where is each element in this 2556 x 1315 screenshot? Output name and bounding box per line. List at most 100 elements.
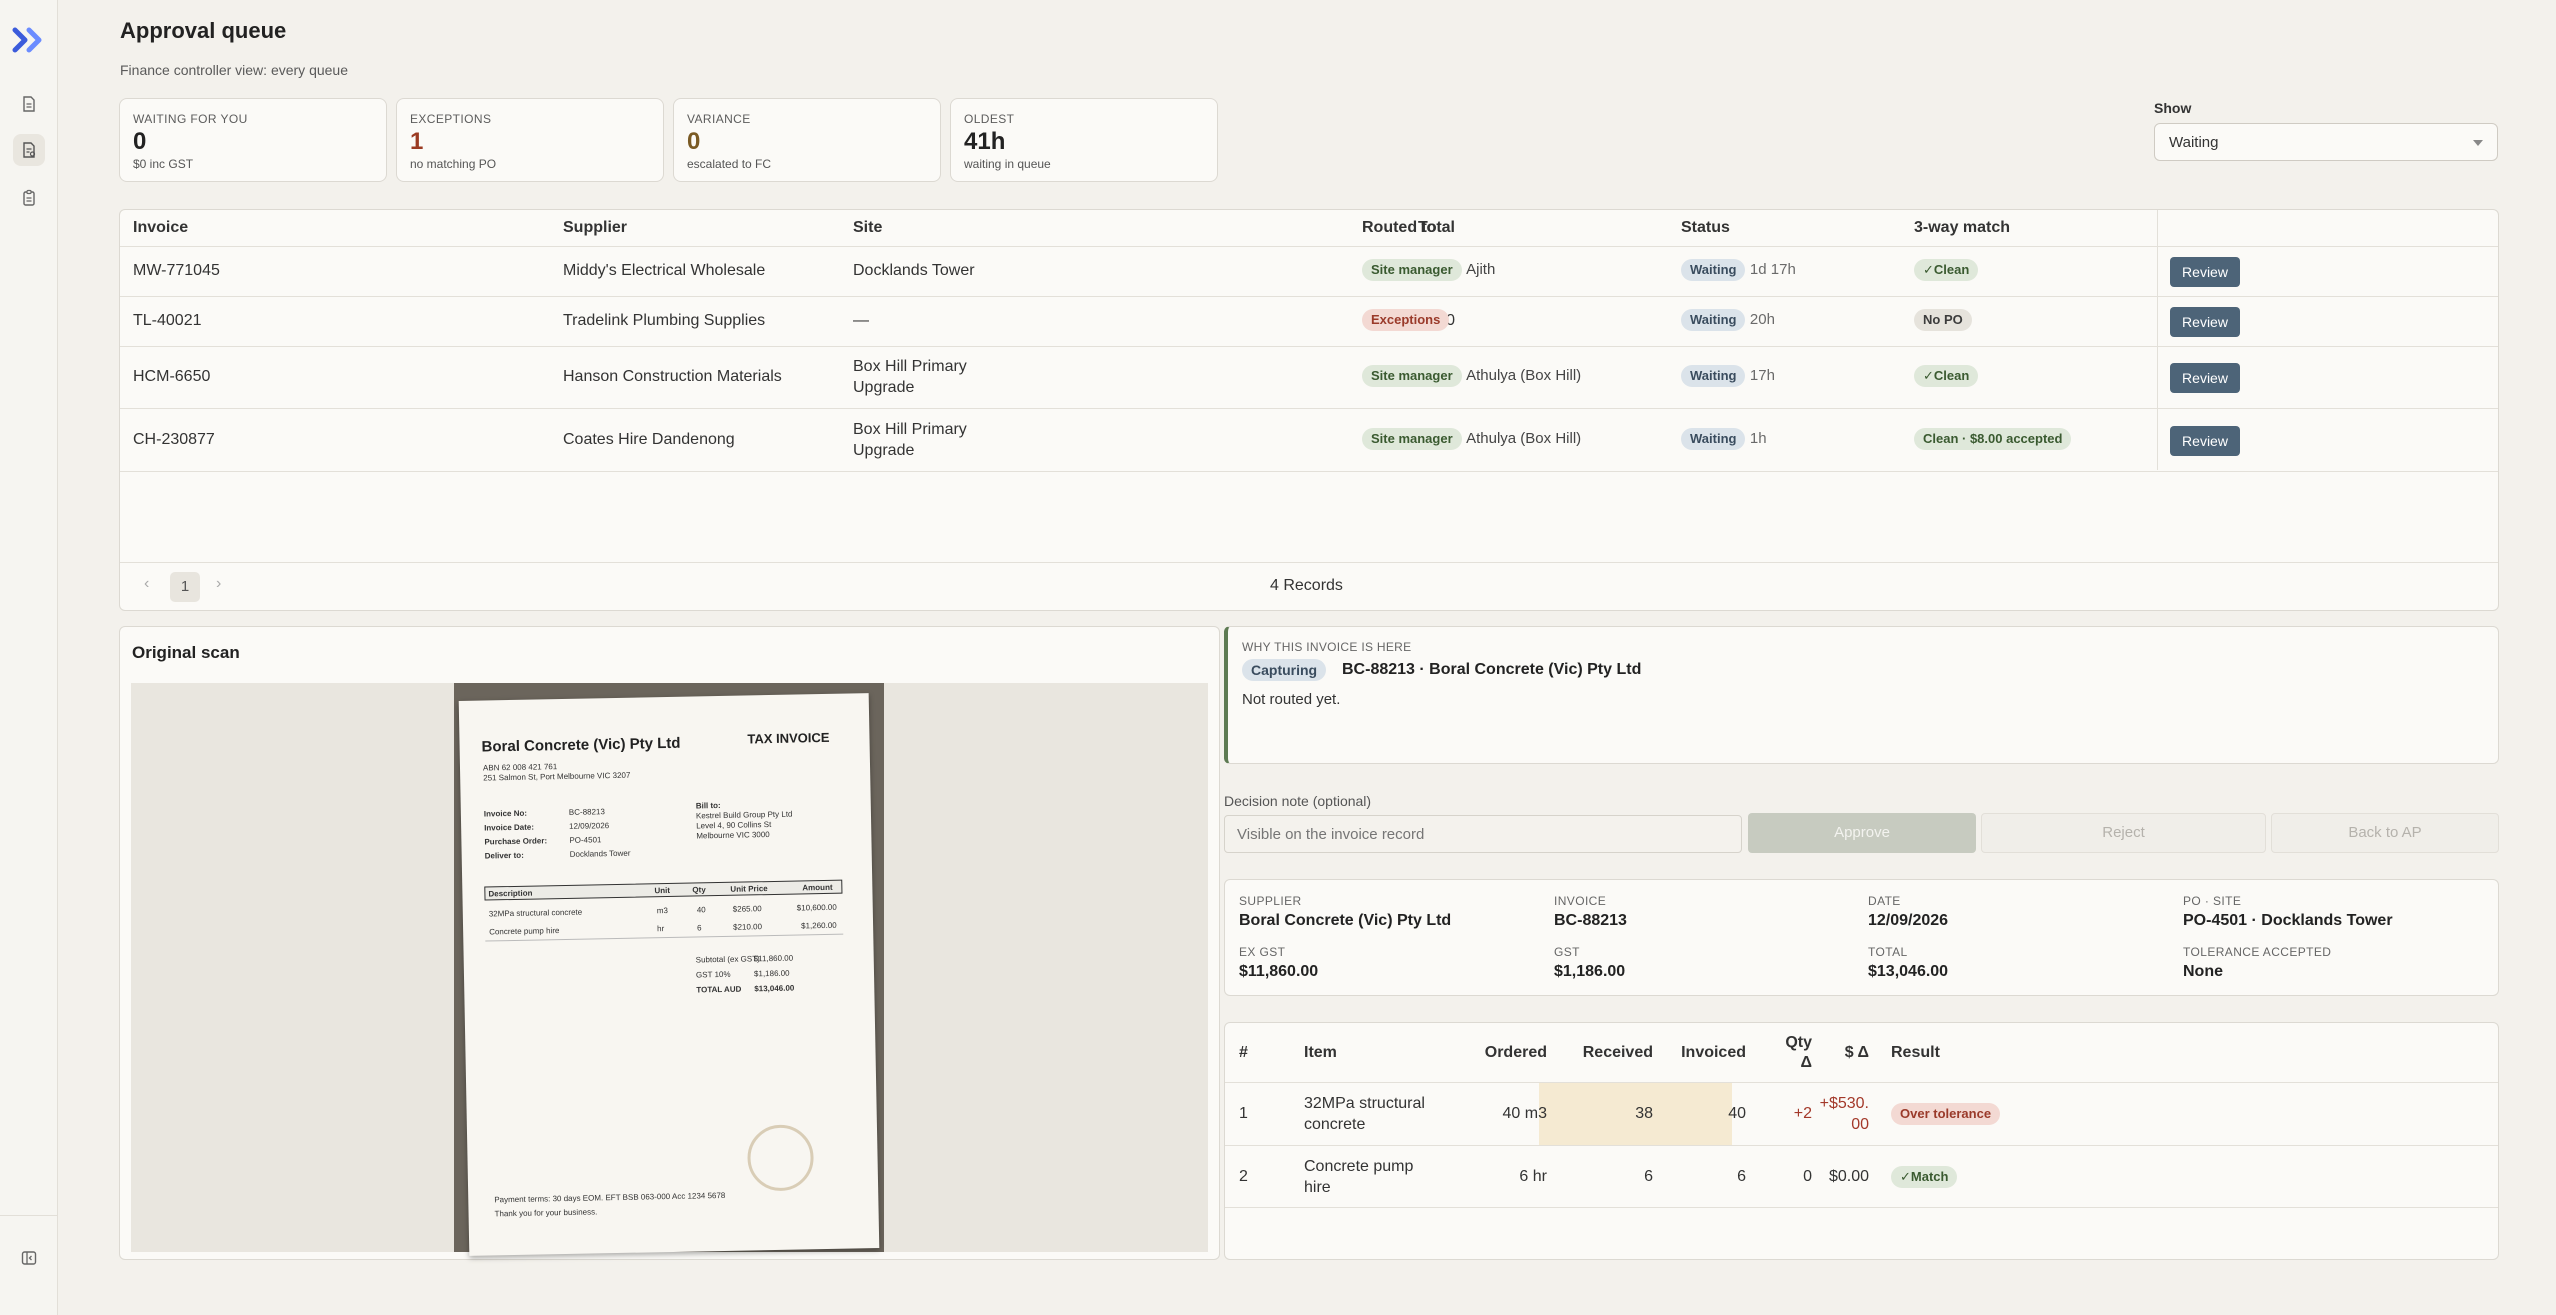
review-button[interactable]: Review [2170,257,2240,287]
col-total[interactable]: Total [1417,219,1455,236]
invoice-number[interactable]: TL-40021 [133,312,202,329]
prev-page-icon[interactable]: ‹ [144,575,150,592]
collapse-sidebar-icon[interactable] [13,1242,45,1274]
site-line-1: Box Hill Primary [853,358,967,375]
three-way-match-table: # Item Ordered Received Invoiced Qty Δ $… [1224,1022,2499,1260]
doc-subtotal: $11,860.00 [753,953,794,964]
doc-total-label: TOTAL AUD [696,984,742,995]
why-panel: WHY THIS INVOICE IS HERE Capturing BC-88… [1224,626,2499,764]
doc-col-qty: Qty [692,885,706,895]
doc-line-amount: $1,260.00 [801,920,837,931]
status-badge: Waiting [1681,428,1746,450]
doc-invdate-label: Invoice Date: [484,822,535,833]
status-badge: Waiting [1681,259,1746,281]
invoice-number[interactable]: CH-230877 [133,431,215,448]
line-qty-delta: 0 [1803,1168,1812,1185]
decision-note-input[interactable] [1224,815,1742,853]
status: Waiting 1d 17h [1681,259,1796,281]
route-name: Athulya (Box Hill) [1466,430,1582,447]
match-badge: No PO [1914,309,1972,331]
line-num: 1 [1239,1105,1248,1122]
table-row[interactable]: TL-40021 Tradelink Plumbing Supplies — $… [120,296,2498,346]
summary-label: GST [1554,945,1580,959]
kpi-value: 1 [410,128,424,155]
show-filter-select[interactable]: Waiting [2154,123,2498,161]
col-qty-delta: Qty Δ [1755,1023,1812,1082]
routed-to: Site manager Athulya (Box Hill) [1362,428,1581,450]
col-match[interactable]: 3-way match [1914,219,2011,236]
review-button[interactable]: Review [2170,426,2240,456]
scan-title: Original scan [132,643,240,662]
line-item: Concrete pump hire [1304,1156,1413,1198]
decision-note-label: Decision note (optional) [1224,793,1372,809]
stamp-ring [746,1124,815,1192]
table-row[interactable]: HCM-6650 Hanson Construction Materials B… [120,346,2498,408]
clipboard-icon[interactable] [13,182,45,214]
line-item-2: hire [1304,1179,1331,1196]
status: Waiting 20h [1681,309,1775,331]
kpi-label: VARIANCE [687,112,751,126]
summary-label: TOTAL [1868,945,1908,959]
col-ordered: Ordered [1484,1043,1547,1061]
result-badge: ✓Match [1891,1166,1958,1188]
line-dollar-2: 00 [1851,1116,1869,1133]
route-pill: Site manager [1362,259,1462,281]
col-delta-label: Δ [1800,1053,1813,1071]
approve-button[interactable]: Approve [1748,813,1976,853]
doc-col-unit: Unit [654,885,671,896]
summary-value: $11,860.00 [1239,963,1319,980]
kpi-sub: no matching PO [410,157,497,171]
table-row[interactable]: MW-771045 Middy's Electrical Wholesale D… [120,246,2498,296]
summary-label: SUPPLIER [1239,894,1302,908]
kpi-exceptions-card: EXCEPTIONS 1 no matching PO [396,98,664,182]
summary-date: DATE 12/09/2026 [1868,894,1948,930]
back-to-ap-button[interactable]: Back to AP [2271,813,2499,853]
col-item: Item [1304,1043,1337,1061]
routed-to: Site manager Ajith [1362,259,1495,281]
summary-value: None [2183,963,2223,980]
col-dollar-delta: $ Δ [1844,1043,1869,1061]
table-row[interactable]: CH-230877 Coates Hire Dandenong Box Hill… [120,408,2498,472]
doc-deliver: Docklands Tower [569,848,631,859]
status-badge: Waiting [1681,309,1746,331]
status-age: 1h [1749,430,1767,447]
match-row: 1 32MPa structural concrete 40 m3 38 40 … [1225,1082,2498,1145]
col-status[interactable]: Status [1681,219,1730,236]
col-routed[interactable]: Routed to [1362,219,1437,236]
col-site[interactable]: Site [853,219,883,236]
line-result: ✓Match [1891,1146,1958,1208]
col-invoiced: Invoiced [1681,1043,1746,1061]
site-name: — [853,312,869,329]
col-supplier[interactable]: Supplier [563,219,628,236]
site-line-2: Upgrade [853,442,915,459]
invoice-number[interactable]: MW-771045 [133,262,220,279]
doc-invno: BC-88213 [568,807,605,817]
review-button[interactable]: Review [2170,307,2240,337]
status-age: 17h [1749,367,1775,384]
scan-image[interactable]: Boral Concrete (Vic) Pty Ltd TAX INVOICE… [131,683,1208,1256]
status: Waiting 1h [1681,428,1767,450]
next-page-icon[interactable]: › [216,575,222,592]
page-number[interactable]: 1 [170,572,200,602]
supplier-name: Coates Hire Dandenong [563,431,735,448]
kpi-value: 0 [133,128,147,155]
col-num: # [1239,1043,1248,1061]
site-name: Box Hill Primary Upgrade [853,419,967,461]
logo-icon[interactable] [12,26,46,54]
doc-line-amount: $10,600.00 [796,902,837,913]
match-row: 2 Concrete pump hire 6 hr 6 6 0 $0.00 ✓M… [1225,1145,2498,1208]
review-button[interactable]: Review [2170,363,2240,393]
invoice-icon[interactable] [13,134,45,166]
invoice-number[interactable]: HCM-6650 [133,368,211,385]
document-icon[interactable] [13,88,45,120]
kpi-sub: waiting in queue [964,157,1051,171]
doc-gst: $1,186.00 [753,968,790,979]
site-line-1: Box Hill Primary [853,421,967,438]
line-ordered: 6 hr [1519,1168,1547,1185]
col-result: Result [1891,1043,1940,1061]
why-pill-wrap: Capturing [1242,659,1327,681]
col-invoice[interactable]: Invoice [133,219,189,236]
reject-button[interactable]: Reject [1981,813,2266,853]
show-filter-value: Waiting [2169,134,2219,151]
doc-title: TAX INVOICE [747,729,830,747]
